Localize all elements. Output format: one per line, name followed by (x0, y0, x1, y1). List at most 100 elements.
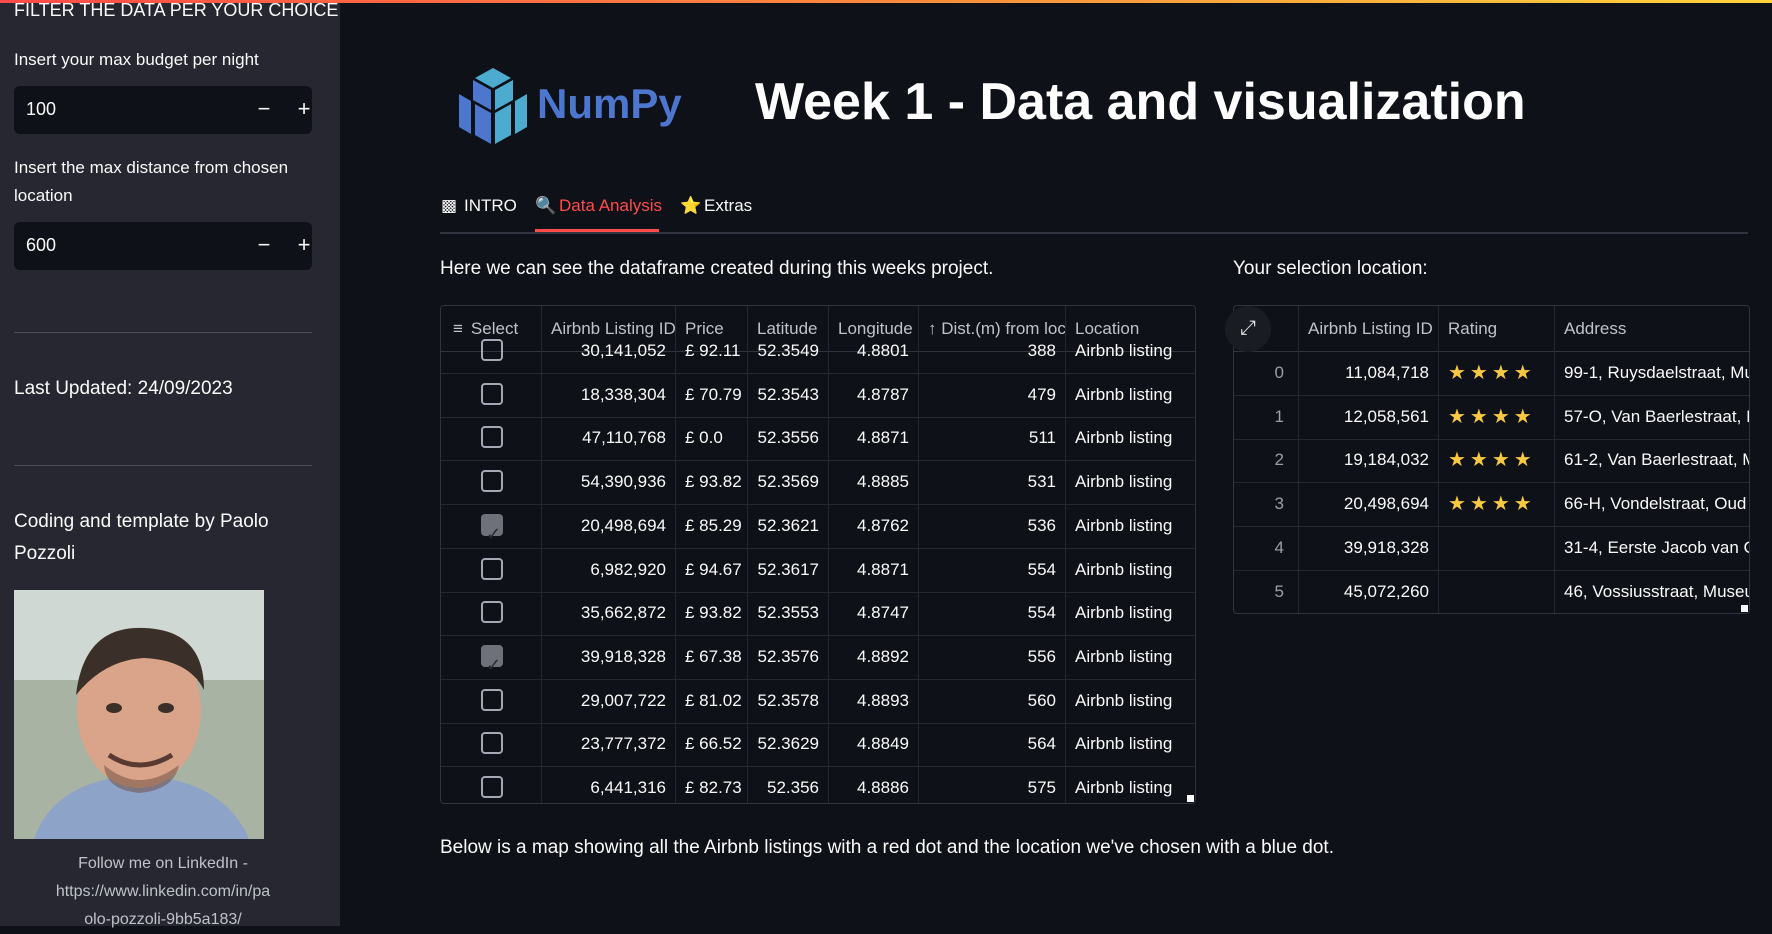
select-checkbox[interactable] (481, 601, 503, 624)
budget-value[interactable]: 100 (26, 99, 57, 119)
table-cell-id[interactable]: 20,498,694 (1299, 482, 1439, 527)
table-cell-dist[interactable]: 564 (919, 722, 1066, 767)
budget-number-input[interactable]: 100 − + (14, 86, 312, 134)
table-cell-dist[interactable]: 554 (919, 591, 1066, 636)
table-cell-loc[interactable]: Airbnb listing (1075, 341, 1173, 360)
table-cell-lat[interactable]: 52.3576 (748, 634, 829, 679)
table-cell-lat[interactable]: 52.356 (748, 766, 829, 803)
table-cell-loc[interactable]: Airbnb listing (1075, 472, 1173, 492)
table-cell-price[interactable]: £ 93.82 (676, 591, 748, 636)
select-cell[interactable] (441, 722, 542, 767)
rating-stars-icon[interactable]: ★★★★ (1439, 394, 1555, 439)
rating-stars-icon[interactable] (1439, 569, 1555, 613)
budget-decrement-button[interactable]: − (257, 96, 271, 121)
table-cell-lat[interactable]: 52.3617 (748, 547, 829, 592)
select-cell[interactable] (441, 678, 542, 723)
table-cell-lon[interactable]: 4.8885 (829, 460, 919, 505)
col-listing-id[interactable]: Airbnb Listing ID (1299, 306, 1439, 351)
table-cell-dist[interactable]: 511 (919, 416, 1066, 461)
table-cell-price[interactable]: £ 94.67 (676, 547, 748, 592)
select-checkbox[interactable] (481, 470, 503, 493)
select-cell[interactable] (441, 416, 542, 461)
table-row[interactable]: 6,982,920 £ 94.67 52.3617 4.8871 554 Airbnb l… (441, 547, 1195, 593)
select-cell[interactable] (441, 547, 542, 592)
table-cell-price[interactable]: £ 67.38 (676, 634, 748, 679)
tab-data-analysis[interactable]: 🔍 Data Analysis (535, 196, 662, 216)
linkedin-link[interactable]: olo-pozzoli-9bb5a183/ (84, 911, 242, 928)
select-checkbox[interactable] (481, 776, 503, 798)
table-cell-addr[interactable]: 61-2, Van Baerlestraat, M (1564, 450, 1749, 470)
table-cell-lon[interactable]: 4.8886 (829, 766, 919, 803)
table-cell-loc[interactable]: Airbnb listing (1075, 603, 1173, 623)
table-cell-loc[interactable]: Airbnb listing (1075, 559, 1173, 579)
select-cell[interactable] (441, 766, 542, 803)
table-cell-addr[interactable]: 66-H, Vondelstraat, Oud (1564, 494, 1747, 514)
table-cell-price[interactable]: £ 85.29 (676, 503, 748, 548)
table-row[interactable]: 4 39,918,328 31-4, Eerste Jacob van C (1234, 525, 1749, 571)
table-cell-lat[interactable]: 52.3553 (748, 591, 829, 636)
table-cell-lon[interactable]: 4.8892 (829, 634, 919, 679)
table-cell-lon[interactable]: 4.8871 (829, 416, 919, 461)
table-cell-id[interactable]: 12,058,561 (1299, 394, 1439, 439)
select-checkbox[interactable] (481, 382, 503, 405)
table-cell-id[interactable]: 18,338,304 (542, 372, 676, 417)
select-checkbox[interactable] (481, 512, 503, 548)
table-cell-dist[interactable]: 536 (919, 503, 1066, 548)
table-cell-addr[interactable]: 99-1, Ruysdaelstraat, Mu (1564, 363, 1749, 382)
rating-stars-icon[interactable] (1439, 525, 1555, 570)
table-row[interactable]: 35,662,872 £ 93.82 52.3553 4.8747 554 Airbnb … (441, 591, 1195, 637)
distance-value[interactable]: 600 (26, 235, 57, 255)
table-cell-id[interactable]: 23,777,372 (542, 722, 676, 767)
listings-dataframe[interactable]: ≡ Select Airbnb Listing ID Price Latitude… (440, 305, 1196, 804)
select-cell[interactable] (441, 372, 542, 417)
table-cell-price[interactable]: £ 82.73 (676, 766, 748, 803)
table-cell-lat[interactable]: 52.3549 (748, 329, 829, 373)
table-cell-loc[interactable]: Airbnb listing (1075, 690, 1173, 710)
tab-intro[interactable]: ▩ INTRO (440, 196, 517, 216)
table-cell-addr[interactable]: 46, Vossiusstraat, Museu (1564, 581, 1749, 601)
table-cell-price[interactable]: £ 81.02 (676, 678, 748, 723)
distance-increment-button[interactable]: + (297, 232, 311, 257)
table-cell-loc[interactable]: Airbnb listing (1075, 646, 1173, 666)
linkedin-link[interactable]: https://www.linkedin.com/in/pa (55, 883, 271, 900)
table-cell-dist[interactable]: 388 (919, 329, 1066, 373)
table-cell-id[interactable]: 54,390,936 (542, 460, 676, 505)
select-checkbox[interactable] (481, 688, 503, 711)
table-cell-dist[interactable]: 556 (919, 634, 1066, 679)
table-row[interactable]: 3 20,498,694 ★★★★ 66-H, Vondelstraat, Oud (1234, 482, 1749, 528)
table-row[interactable]: 5 45,072,260 46, Vossiusstraat, Museu (1234, 569, 1749, 613)
select-cell[interactable] (441, 634, 542, 679)
select-checkbox[interactable] (481, 732, 503, 755)
select-checkbox[interactable] (481, 339, 503, 361)
table-row[interactable]: 0 11,084,718 ★★★★ 99-1, Ruysdaelstraat, Mu (1234, 351, 1749, 396)
select-checkbox[interactable] (481, 643, 503, 679)
table-row[interactable]: 2 19,184,032 ★★★★ 61-2, Van Baerlestraat, M (1234, 438, 1749, 484)
table-cell-id[interactable]: 39,918,328 (1299, 525, 1439, 570)
table-cell-dist[interactable]: 479 (919, 372, 1066, 417)
table-cell-id[interactable]: 39,918,328 (542, 634, 676, 679)
select-cell[interactable] (441, 329, 542, 373)
tab-extras[interactable]: ⭐ Extras (680, 196, 752, 216)
col-listing-id[interactable]: Airbnb Listing ID (542, 306, 676, 351)
col-address[interactable]: Address (1564, 319, 1627, 338)
table-cell-id[interactable]: 11,084,718 (1299, 351, 1439, 395)
resize-handle[interactable] (1741, 605, 1748, 612)
table-cell-lon[interactable]: 4.8871 (829, 547, 919, 592)
col-location[interactable]: Location (1075, 319, 1140, 338)
table-row[interactable]: 1 12,058,561 ★★★★ 57-O, Van Baerlestraat, I (1234, 394, 1749, 440)
table-cell-id[interactable]: 19,184,032 (1299, 438, 1439, 483)
table-cell-dist[interactable]: 554 (919, 547, 1066, 592)
selection-dataframe[interactable]: Airbnb Listing ID Rating Address 0 11,084… (1233, 305, 1750, 614)
select-cell[interactable] (441, 460, 542, 505)
select-cell[interactable] (441, 591, 542, 636)
col-longitude[interactable]: Longitude (829, 306, 919, 351)
table-cell-price[interactable]: £ 92.11 (676, 329, 748, 373)
table-cell-lat[interactable]: 52.3543 (748, 372, 829, 417)
table-row[interactable]: 23,777,372 £ 66.52 52.3629 4.8849 564 Airbnb … (441, 722, 1195, 768)
distance-number-input[interactable]: 600 − + (14, 222, 312, 270)
table-cell-id[interactable]: 47,110,768 (542, 416, 676, 461)
select-checkbox[interactable] (481, 557, 503, 580)
select-cell[interactable] (441, 503, 542, 548)
